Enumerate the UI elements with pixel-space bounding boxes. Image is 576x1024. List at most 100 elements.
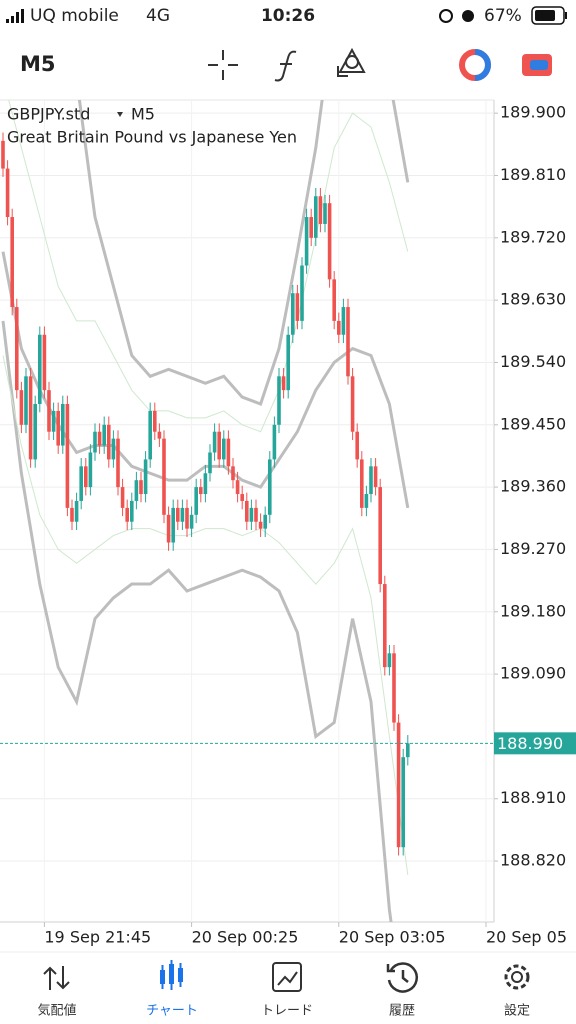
candle-body [111,438,116,460]
candle-body [14,307,19,391]
band-line [1,320,393,922]
battery-level: 67% [484,6,522,26]
candle-body [129,500,134,522]
y-tick-label: 189.720 [500,227,566,246]
candle-body [254,507,258,522]
candle-body [387,653,392,668]
candle-body [267,459,272,515]
alarm-icon [462,10,474,22]
trade-icon[interactable] [272,962,302,992]
symbol[interactable]: GBPJPY.std [7,105,90,124]
candle-body [336,320,341,335]
candle-body [258,521,263,529]
trade-button[interactable] [459,49,491,81]
candle-body [304,217,309,266]
candle-body [134,480,139,501]
chart-icon[interactable] [160,960,183,990]
nav-label[interactable]: チャート [146,1004,198,1019]
candle-body [327,203,332,280]
candle-body [37,334,42,405]
y-tick-label: 189.360 [500,477,566,496]
candle-body [5,168,10,218]
candle-body [355,431,359,460]
candle-body [281,376,286,391]
y-tick-label: 189.810 [500,165,566,184]
crosshair-button[interactable] [208,50,238,80]
candle-body [300,265,304,321]
y-tick-label: 188.910 [500,788,566,807]
band-line [2,355,409,875]
candle-body [277,376,281,425]
quotes-icon[interactable] [43,966,70,990]
candle-body [56,410,60,446]
candle-body [19,390,24,425]
candle-body [51,410,56,432]
symbol-dropdown[interactable] [117,112,123,117]
candle-body [212,431,217,453]
current-price-box [494,732,576,755]
candle-body [295,293,300,321]
candle-body [148,410,152,460]
chart-type-button[interactable] [522,54,552,76]
candle-body [102,424,106,446]
nav-label[interactable]: トレード [261,1004,313,1019]
candle-body [175,507,180,522]
y-tick-label: 189.630 [500,290,566,309]
candle-body [231,466,235,481]
current-price-label: 188.990 [497,734,563,753]
nav-label[interactable]: 設定 [504,1003,530,1019]
candle-body [332,279,336,321]
candle-body [10,217,14,308]
candle-body [106,424,111,460]
x-tick-label: 20 Sep 00:25 [192,928,299,947]
candle-body [120,487,125,508]
candle-body [162,438,166,515]
candle-body [341,307,346,335]
candle-body [286,334,290,391]
candle-body [97,431,102,446]
candles [1,132,410,856]
candle-body [65,404,70,508]
objects-button[interactable] [337,47,366,77]
axes: 189.900 189.810 189.720 189.630 189.540 189.4… [0,103,576,947]
candle-body [171,507,175,543]
candle-body [33,404,37,460]
candle-body [83,466,88,488]
candle-body [194,487,198,515]
carrier: UQ mobile [30,6,119,26]
candle-body [42,334,47,391]
candle-body [396,722,401,848]
chart-timeframe: M5 [131,105,155,124]
candle-body [189,514,194,529]
candle-body [93,431,97,453]
y-tick-label: 189.450 [500,414,566,433]
toolbar-timeframe[interactable]: M5 [20,52,56,76]
candle-body [290,293,295,335]
candle-body [226,438,231,467]
candle-body [373,466,378,488]
nav-label[interactable]: 気配値 [37,1003,76,1019]
candle-body [359,459,364,508]
candle-body [392,653,396,723]
y-tick-label: 189.090 [500,664,566,683]
clock: 10:26 [261,6,315,26]
candle-body [74,500,79,522]
candle-body [79,466,83,501]
nav: 気配値 チャート トレード 履歴 設定 [37,1003,530,1019]
indicators-button[interactable] [274,50,297,82]
candle-body [1,140,5,169]
candle-body [60,404,65,446]
y-tick-label: 189.540 [500,352,566,371]
candle-body [139,480,143,495]
y-tick-label: 189.270 [500,539,566,558]
network: 4G [146,6,170,26]
candle-body [244,500,249,522]
candle-body [24,376,28,425]
candle-body [152,410,157,432]
history-icon[interactable] [386,962,418,993]
nav-label[interactable]: 履歴 [389,1004,415,1019]
settings-icon[interactable] [504,964,530,990]
